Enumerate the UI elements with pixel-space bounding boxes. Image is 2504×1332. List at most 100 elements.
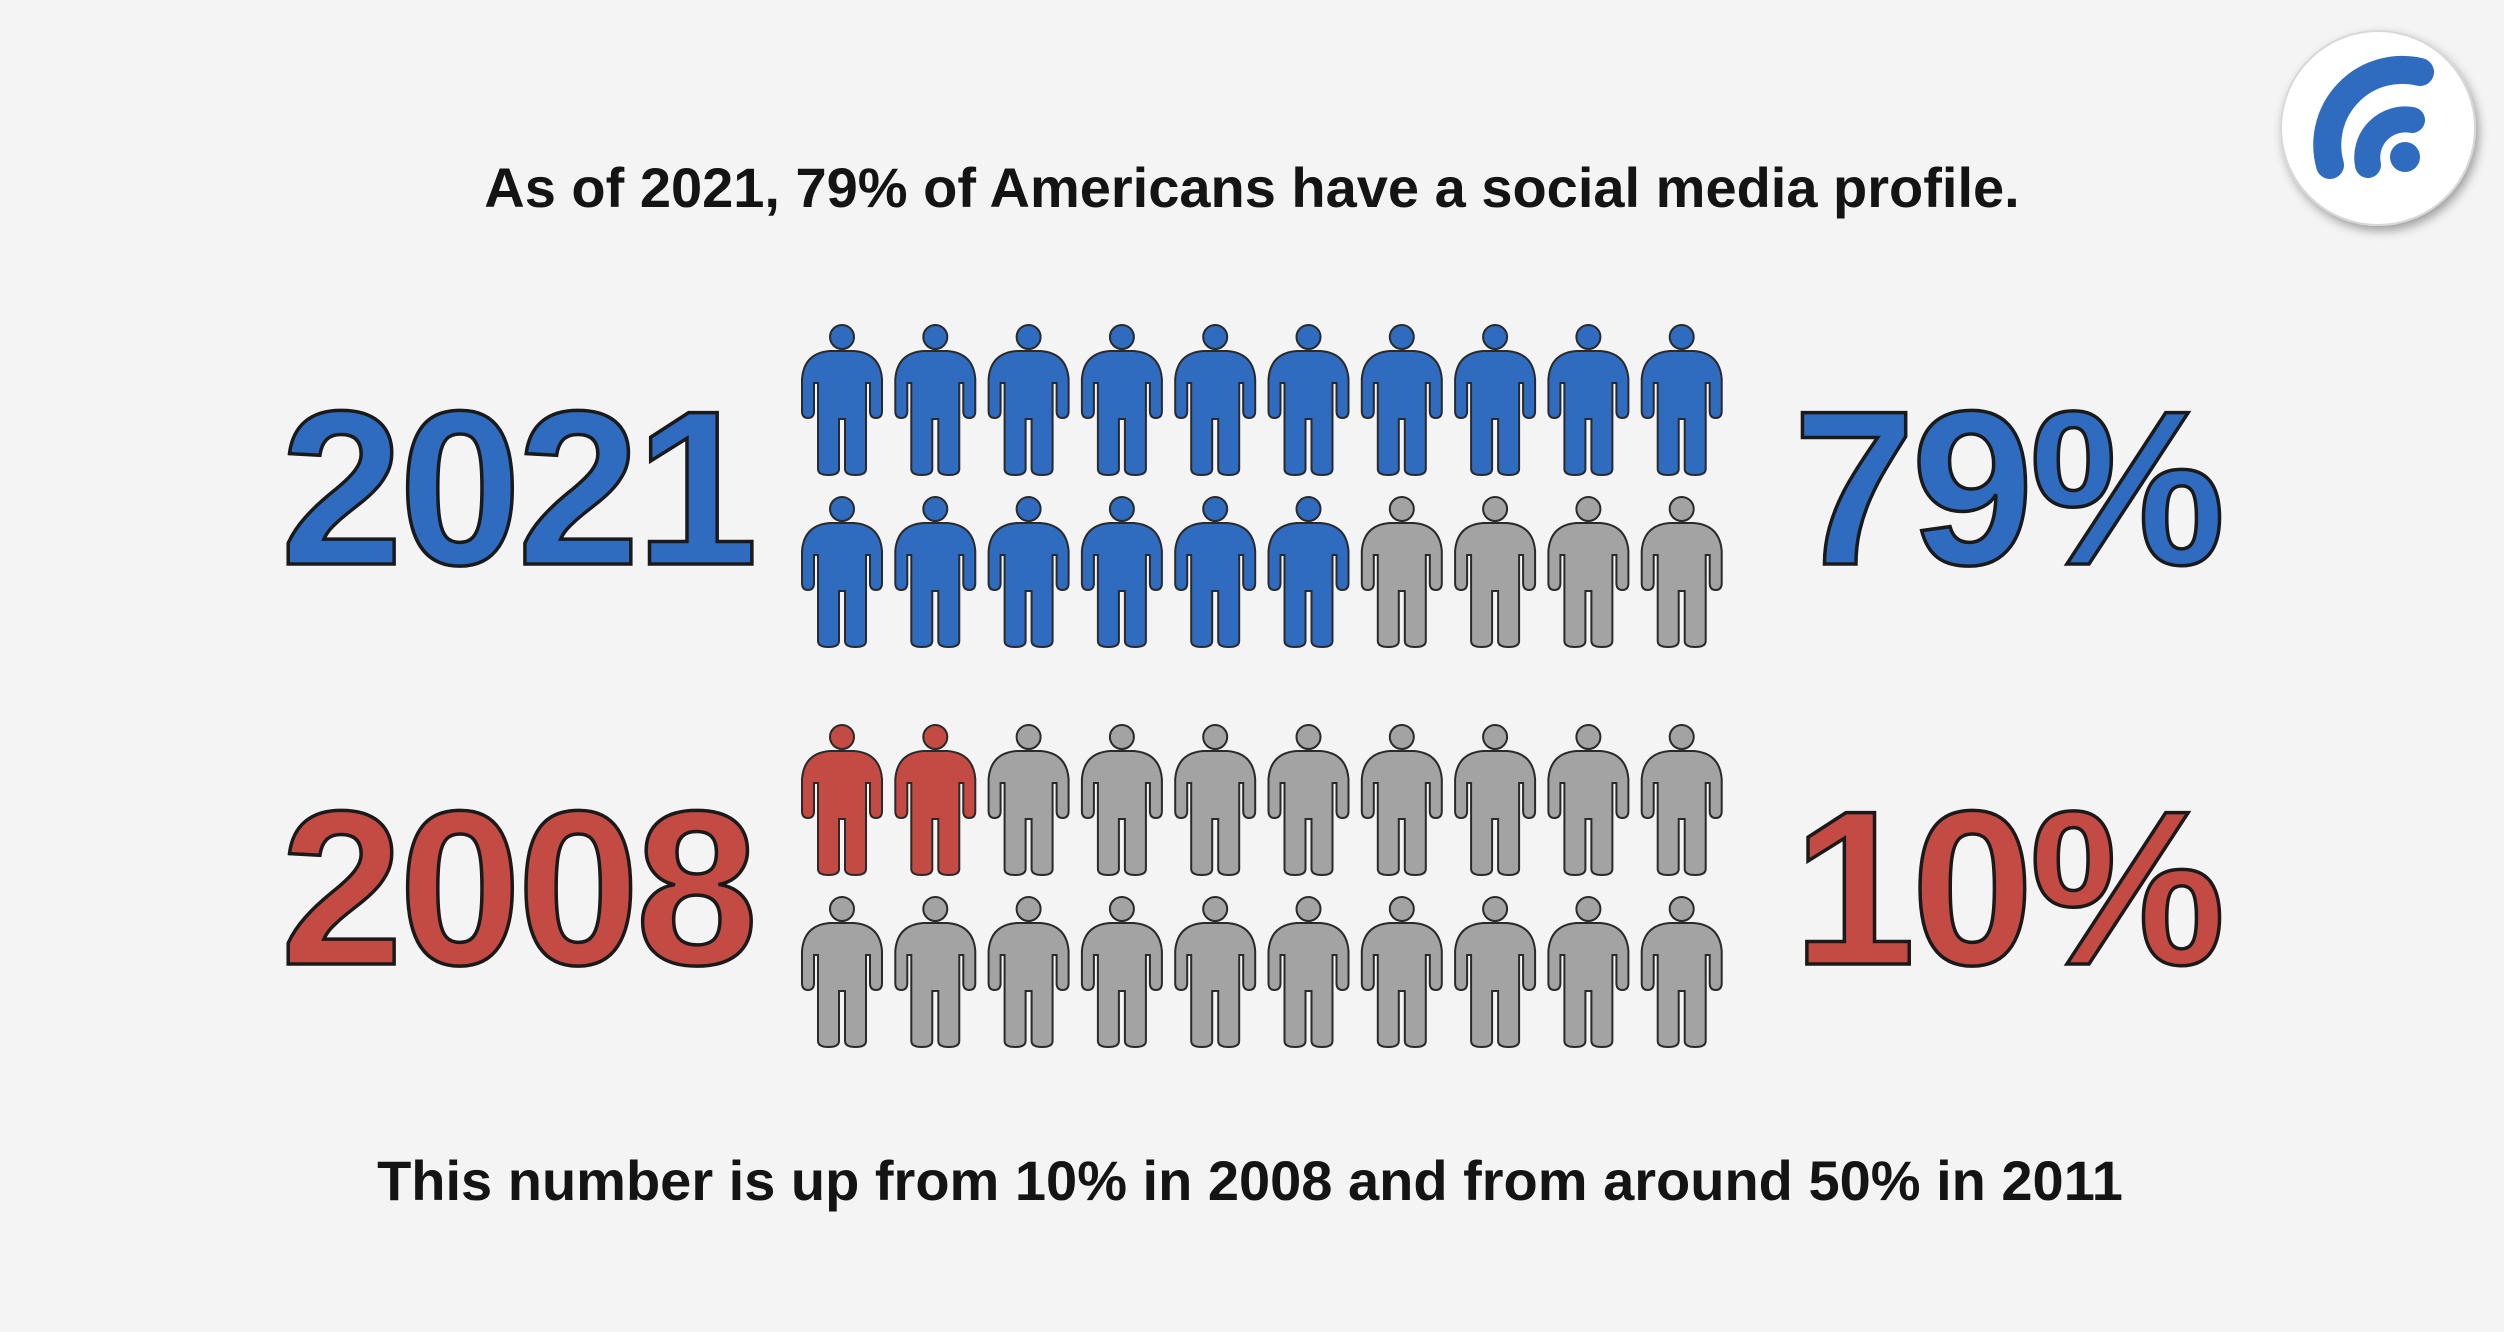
person-icon bbox=[1547, 724, 1630, 877]
icon-body bbox=[801, 922, 883, 1049]
icon-head bbox=[1108, 496, 1135, 522]
icon-body bbox=[987, 522, 1070, 649]
person-icon bbox=[1080, 324, 1163, 477]
person-icon bbox=[1174, 324, 1257, 477]
percent-label: 10% bbox=[1793, 765, 2221, 1011]
icon-head bbox=[1575, 496, 1602, 522]
icon-head bbox=[1295, 496, 1322, 522]
person-icon bbox=[1267, 896, 1350, 1049]
person-icon bbox=[1547, 496, 1630, 649]
person-icon bbox=[1547, 324, 1630, 477]
person-icon bbox=[1454, 896, 1537, 1049]
icon-body bbox=[801, 350, 883, 477]
logo bbox=[2280, 30, 2476, 226]
icon-body bbox=[987, 750, 1070, 877]
icon-head bbox=[1575, 896, 1602, 922]
icon-body bbox=[1454, 350, 1537, 477]
icon-head bbox=[1202, 496, 1229, 522]
icon-body bbox=[1080, 750, 1163, 877]
person-icon bbox=[987, 324, 1070, 477]
icon-body bbox=[1360, 750, 1443, 877]
icon-head bbox=[829, 896, 855, 922]
person-icon bbox=[1360, 724, 1443, 877]
icon-head bbox=[1482, 724, 1509, 750]
icon-head bbox=[922, 496, 949, 522]
person-icon bbox=[894, 496, 977, 649]
person-icon bbox=[1640, 896, 1723, 1049]
icon-body bbox=[1360, 350, 1443, 477]
icon-body bbox=[987, 350, 1070, 477]
icon-head bbox=[1388, 496, 1415, 522]
icon-body bbox=[1267, 750, 1350, 877]
icon-head bbox=[1482, 896, 1509, 922]
icon-body bbox=[1547, 350, 1630, 477]
icon-body bbox=[1174, 922, 1257, 1049]
icon-body bbox=[1454, 522, 1537, 649]
icon-head bbox=[1015, 896, 1042, 922]
icon-head bbox=[1108, 896, 1135, 922]
icon-head bbox=[1295, 724, 1322, 750]
person-icon bbox=[1640, 324, 1723, 477]
person-icon bbox=[987, 496, 1070, 649]
person-icon bbox=[1454, 324, 1537, 477]
person-icon bbox=[1640, 724, 1723, 877]
icon-head bbox=[1015, 724, 1042, 750]
icon-body bbox=[1267, 522, 1350, 649]
person-icon bbox=[1360, 896, 1443, 1049]
icon-body bbox=[1454, 750, 1537, 877]
person-icon bbox=[1360, 324, 1443, 477]
person-icon bbox=[1360, 496, 1443, 649]
icon-body bbox=[1360, 522, 1443, 649]
icon-head bbox=[1668, 324, 1695, 350]
person-icon bbox=[894, 324, 977, 477]
icon-body bbox=[1547, 522, 1630, 649]
person-icon bbox=[1267, 324, 1350, 477]
icon-head bbox=[1575, 724, 1602, 750]
icon-head bbox=[1388, 324, 1415, 350]
icon-head bbox=[829, 324, 855, 350]
icon-body bbox=[1454, 922, 1537, 1049]
person-icon bbox=[801, 324, 883, 477]
year-label: 2021 bbox=[281, 365, 754, 611]
icon-body bbox=[1547, 750, 1630, 877]
icon-body bbox=[1640, 522, 1723, 649]
caption: This number is up from 10% in 2008 and f… bbox=[377, 1149, 2123, 1212]
icon-head bbox=[922, 724, 949, 750]
person-icon bbox=[894, 724, 977, 877]
icon-body bbox=[801, 750, 883, 877]
icon-body bbox=[894, 350, 977, 477]
icon-body bbox=[1267, 350, 1350, 477]
icon-body bbox=[1174, 750, 1257, 877]
icon-body bbox=[1174, 522, 1257, 649]
icon-head bbox=[1482, 324, 1509, 350]
icon-head bbox=[1668, 496, 1695, 522]
icon-body bbox=[1640, 350, 1723, 477]
icon-body bbox=[894, 922, 977, 1049]
person-icon bbox=[1640, 496, 1723, 649]
person-icon bbox=[801, 496, 883, 649]
person-icon bbox=[1174, 496, 1257, 649]
icon-body bbox=[1080, 922, 1163, 1049]
icon-body bbox=[894, 522, 977, 649]
icon-head bbox=[1388, 724, 1415, 750]
percent-label: 79% bbox=[1793, 365, 2221, 611]
person-icon bbox=[987, 724, 1070, 877]
icon-head bbox=[1015, 324, 1042, 350]
icon-body bbox=[894, 750, 977, 877]
icon-head bbox=[1482, 496, 1509, 522]
icon-body bbox=[1174, 350, 1257, 477]
person-icon bbox=[1454, 724, 1537, 877]
icon-head bbox=[1295, 324, 1322, 350]
person-icon bbox=[1080, 896, 1163, 1049]
person-icon bbox=[801, 896, 883, 1049]
icon-body bbox=[1640, 750, 1723, 877]
icon-head bbox=[829, 724, 855, 750]
icon-body bbox=[1547, 922, 1630, 1049]
icon-body bbox=[801, 522, 883, 649]
person-icon bbox=[1267, 496, 1350, 649]
icon-head bbox=[1668, 896, 1695, 922]
icon-head bbox=[1575, 324, 1602, 350]
person-icon bbox=[1454, 496, 1537, 649]
